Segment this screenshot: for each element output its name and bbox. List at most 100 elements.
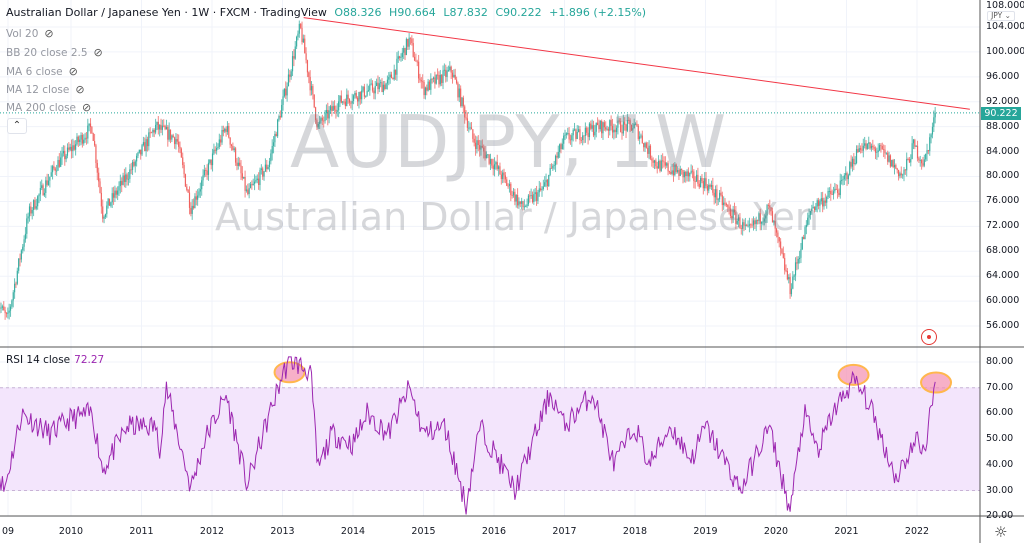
candle — [23, 239, 25, 247]
candle — [81, 134, 83, 144]
candle — [226, 125, 229, 132]
candle — [403, 48, 405, 53]
candle — [404, 48, 406, 56]
indicator-ma200[interactable]: MA 200 close ⊘ — [6, 101, 91, 114]
candle — [895, 165, 897, 169]
candle — [458, 88, 460, 98]
indicator-ma6[interactable]: MA 6 close ⊘ — [6, 65, 78, 78]
currency-button[interactable]: JPY ⌄ — [987, 11, 1015, 21]
candle — [244, 177, 246, 191]
watermark-ticker: AUDJPY, 1W — [290, 100, 728, 184]
time-tick: 2016 — [481, 526, 507, 537]
candle — [460, 88, 462, 106]
time-tick: 2019 — [693, 526, 718, 537]
candle — [267, 166, 269, 170]
settings-gear-icon[interactable]: ☼ — [994, 523, 1008, 541]
candle — [902, 174, 904, 176]
candle — [171, 135, 173, 140]
candle — [864, 143, 866, 146]
candle — [457, 83, 459, 98]
collapse-legend-button[interactable]: ⌃ — [7, 118, 27, 134]
candle — [279, 116, 281, 118]
candle — [620, 121, 622, 132]
symbol-title[interactable]: Australian Dollar / Japanese Yen · 1W · … — [6, 6, 327, 19]
candle — [274, 133, 276, 143]
candle — [697, 174, 699, 184]
price-tick: 88.000 — [986, 120, 1020, 132]
candle — [922, 163, 924, 166]
candle — [266, 164, 268, 170]
rsi-legend[interactable]: RSI 14 close 72.27 — [6, 354, 104, 366]
candle — [159, 124, 161, 130]
candle — [666, 163, 668, 166]
candle — [348, 99, 351, 103]
candle — [727, 205, 729, 207]
candle — [838, 192, 840, 196]
candle — [649, 145, 652, 159]
candle — [228, 125, 230, 138]
candle — [454, 74, 456, 80]
candle — [291, 56, 294, 72]
candle — [216, 147, 218, 151]
candle — [408, 37, 410, 47]
candle — [487, 154, 489, 156]
candle — [1, 306, 3, 308]
candle — [297, 33, 299, 37]
candle — [167, 126, 169, 140]
rsi-line — [0, 356, 936, 515]
candle — [883, 149, 885, 151]
eye-hidden-icon[interactable]: ⊘ — [75, 83, 85, 96]
eye-hidden-icon[interactable]: ⊘ — [82, 101, 92, 114]
candle — [535, 192, 538, 201]
candle — [310, 86, 313, 91]
indicator-vol[interactable]: Vol 20 ⊘ — [6, 27, 54, 40]
candle — [617, 120, 619, 128]
candle — [447, 69, 450, 71]
candle — [615, 127, 618, 133]
candle — [95, 145, 97, 164]
candle — [771, 211, 774, 223]
candle — [455, 79, 458, 84]
candle — [884, 149, 886, 154]
candle — [500, 174, 502, 180]
candle — [531, 195, 534, 202]
candle — [34, 200, 36, 209]
candle — [441, 74, 443, 83]
candle — [302, 38, 304, 43]
candle — [737, 217, 740, 221]
candle — [748, 224, 751, 226]
candle — [134, 161, 136, 166]
candle — [327, 109, 329, 119]
candle — [359, 92, 361, 100]
symbol-legend: Australian Dollar / Japanese Yen · 1W · … — [6, 6, 646, 19]
indicator-ma12[interactable]: MA 12 close ⊘ — [6, 83, 85, 96]
candle — [8, 310, 10, 313]
candle — [178, 141, 180, 147]
candle — [28, 206, 31, 217]
candle — [918, 158, 920, 161]
candle — [434, 77, 436, 84]
candle — [233, 148, 235, 150]
candle — [596, 122, 599, 126]
candle — [351, 101, 353, 104]
candle — [850, 162, 852, 167]
eye-hidden-icon[interactable]: ⊘ — [44, 27, 54, 40]
candle — [830, 190, 832, 195]
candle — [691, 170, 694, 172]
candle — [640, 135, 642, 137]
eye-hidden-icon[interactable]: ⊘ — [68, 65, 78, 78]
candle — [690, 170, 692, 173]
candle — [426, 87, 428, 91]
candle — [926, 150, 928, 154]
candle — [770, 207, 772, 212]
candle — [554, 155, 557, 166]
eye-hidden-icon[interactable]: ⊘ — [93, 46, 103, 59]
candle — [125, 174, 127, 182]
indicator-bb[interactable]: BB 20 close 2.5 ⊘ — [6, 46, 103, 59]
candle — [161, 125, 163, 130]
alert-icon[interactable] — [921, 329, 937, 345]
candle — [370, 83, 372, 85]
candle — [853, 158, 855, 165]
candle — [546, 179, 549, 186]
